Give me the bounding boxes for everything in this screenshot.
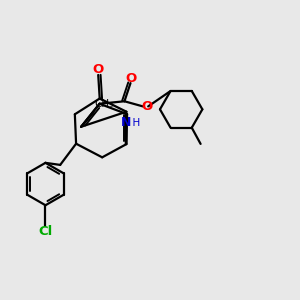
Text: O: O bbox=[141, 100, 152, 113]
Text: H: H bbox=[126, 118, 140, 128]
Text: CH₃: CH₃ bbox=[95, 99, 114, 109]
Text: O: O bbox=[125, 72, 137, 85]
Text: N: N bbox=[120, 116, 131, 130]
Text: Cl: Cl bbox=[38, 225, 52, 238]
Text: O: O bbox=[93, 63, 104, 76]
